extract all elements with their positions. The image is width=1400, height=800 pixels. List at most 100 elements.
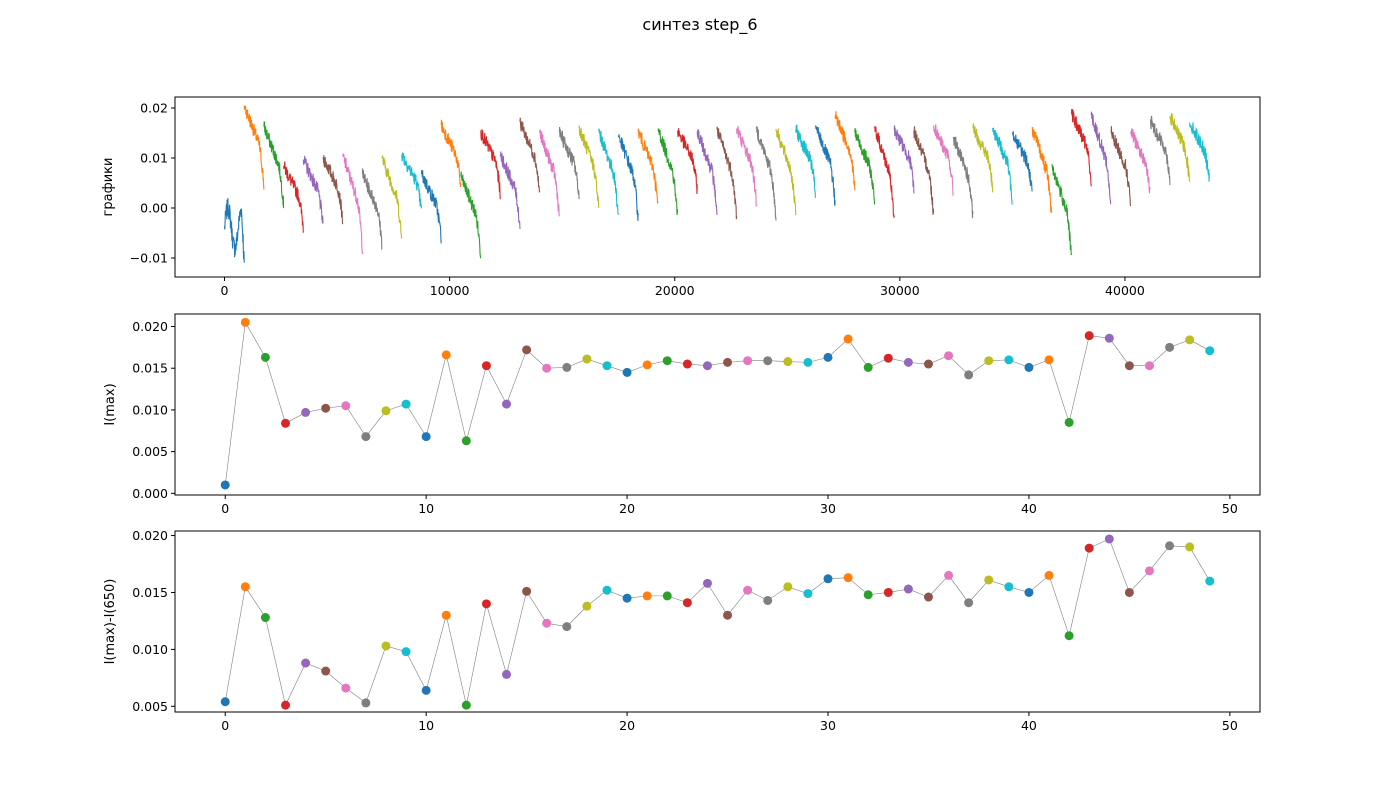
data-point [1024,587,1034,597]
data-point [381,406,391,416]
data-points-group [220,317,1215,490]
x-tick-label: 10000 [430,283,470,298]
data-point [642,360,652,370]
data-point [743,585,753,595]
trace-line [322,155,344,225]
data-point [1205,346,1215,356]
data-point [984,575,994,585]
data-point [803,357,813,367]
data-point [1205,576,1215,586]
trace-line [381,155,403,239]
data-point [441,350,451,360]
data-point [964,370,974,380]
trace-line [1169,112,1191,182]
data-point [923,592,933,602]
trace-line [263,121,285,209]
data-point [1084,543,1094,553]
x-tick-label: 30 [820,718,836,733]
data-point [542,618,552,628]
data-point [1004,582,1014,592]
trace-line [676,128,698,194]
data-point [341,401,351,411]
trace-line [854,128,876,205]
trace-line [598,128,619,215]
data-point [843,573,853,583]
trace-line [893,125,915,194]
data-point [1104,333,1114,343]
trace-line [440,119,462,188]
data-point [220,480,230,490]
y-tick-label: 0.020 [132,319,168,334]
y-axis-ticks: −0.01 0.00 0.01 0.02 [130,101,175,266]
trace-line [933,124,954,197]
data-point [301,658,311,668]
data-point [1144,566,1154,576]
data-point [361,698,371,708]
trace-line [342,153,363,255]
trace-line [1110,126,1132,207]
trace-line [420,169,442,244]
y-axis-label: I(max)-I(650) [103,579,118,665]
data-point [903,584,913,594]
data-point [522,345,532,355]
data-point [883,587,893,597]
data-point [622,593,632,603]
trace-line [736,126,757,207]
data-point [763,356,773,366]
y-tick-label: 0.005 [132,444,168,459]
x-tick-label: 40 [1021,718,1037,733]
data-point [481,361,491,371]
imax-minus-i650-panel: 0 10 20 30 40 50 0.005 0.010 0.015 0.020 I(max)-… [103,528,1261,733]
data-point [1165,342,1175,352]
x-axis-ticks: 0 10 20 30 40 50 [221,712,1238,733]
trace-line [361,168,383,251]
x-tick-label: 50 [1222,501,1238,516]
data-point [281,700,291,710]
data-point [1144,361,1154,371]
data-point [502,669,512,679]
data-point [421,685,431,695]
data-point [1084,331,1094,341]
data-point [321,403,331,413]
x-tick-label: 0 [221,718,229,733]
plot-frame [174,313,1261,496]
data-point [944,570,954,580]
y-tick-label: 0.020 [132,528,168,543]
data-point [562,362,572,372]
data-point [401,647,411,657]
trace-line [1090,111,1112,205]
trace-line [223,198,245,263]
data-point [240,582,250,592]
trace-line [617,134,639,221]
y-axis-label: графики [101,158,116,217]
trace-line [1130,128,1151,194]
trace-line [1189,122,1210,182]
data-point [823,352,833,362]
data-point [1044,570,1054,580]
trace-line [775,128,797,216]
data-point [602,361,612,371]
data-point [662,591,672,601]
x-tick-label: 20 [619,718,635,733]
x-tick-label: 10 [418,718,434,733]
trace-line [696,129,718,215]
data-point [863,590,873,600]
trace-line [1011,131,1033,192]
trace-line [558,126,580,200]
data-point [702,361,712,371]
trace-line [1070,109,1092,187]
data-point [582,601,592,611]
trace-line [992,126,1013,205]
data-point [923,359,933,369]
data-point [883,353,893,363]
data-point [984,356,994,366]
y-tick-label: 0.01 [140,151,168,166]
trace-line [519,117,541,193]
trace-line [874,125,895,218]
data-point [481,599,491,609]
trace-line [913,126,935,215]
data-point [1064,631,1074,641]
y-tick-label: 0.00 [140,201,168,216]
y-tick-label: 0.015 [132,585,168,600]
